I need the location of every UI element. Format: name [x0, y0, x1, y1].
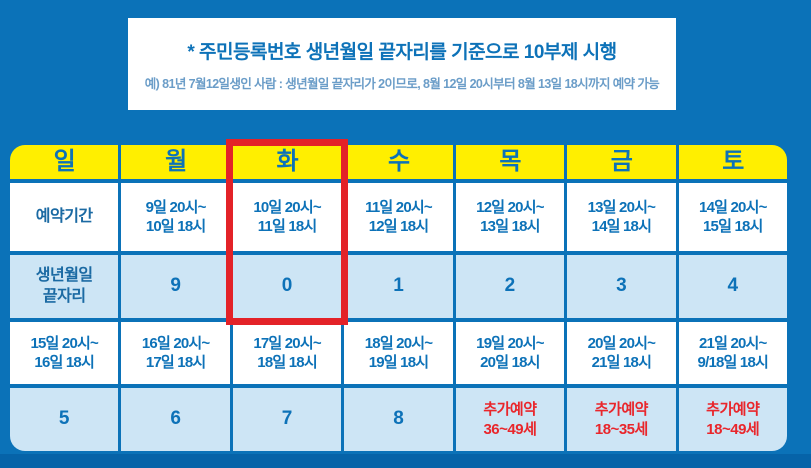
- row-label-birth-digit: 생년월일 끝자리: [10, 255, 119, 318]
- extra-reservation-cell: 추가예약 36~49세: [455, 388, 565, 451]
- period-cell: 17일 20시~ 18일 18시: [232, 322, 342, 384]
- row-label-reservation-period: 예약기간: [10, 183, 119, 251]
- period-cell: 18일 20시~ 19일 18시: [344, 322, 453, 384]
- period-cell: 13일 20시~ 14일 18시: [567, 183, 676, 251]
- digit-cell: 6: [121, 388, 230, 451]
- day-header-cell-sat: 토: [678, 145, 787, 179]
- digit-cell: 9: [121, 255, 230, 318]
- period-cell: 20일 20시~ 21일 18시: [567, 322, 676, 384]
- period-cell: 12일 20시~ 13일 18시: [455, 183, 565, 251]
- digit-cell: 7: [232, 388, 342, 451]
- period-cell: 10일 20시~ 11일 18시: [232, 183, 342, 251]
- notice-title: * 주민등록번호 생년월일 끝자리를 기준으로 10부제 시행: [187, 41, 617, 63]
- digit-cell: 0: [232, 255, 342, 318]
- notice-example: 예) 81년 7월12일생인 사람 : 생년월일 끝자리가 2이므로, 8월 1…: [144, 76, 660, 91]
- period-cell: 21일 20시~ 9/18일 18시: [678, 322, 787, 384]
- period-cell: 16일 20시~ 17일 18시: [121, 322, 230, 384]
- schedule-table: 일 월 화 수 목 금 토 예약기간 9일 20시~ 10일 18시 10일 2…: [10, 145, 787, 451]
- notice-box: * 주민등록번호 생년월일 끝자리를 기준으로 10부제 시행 예) 81년 7…: [128, 18, 676, 110]
- period-cell: 11일 20시~ 12일 18시: [344, 183, 453, 251]
- period-cell: 9일 20시~ 10일 18시: [121, 183, 230, 251]
- extra-reservation-cell: 추가예약 18~35세: [567, 388, 676, 451]
- digit-cell: 3: [567, 255, 676, 318]
- period-cell: 19일 20시~ 20일 18시: [455, 322, 565, 384]
- day-header-cell-wed: 수: [344, 145, 453, 179]
- extra-reservation-cell: 추가예약 18~49세: [678, 388, 787, 451]
- bottom-strip: [0, 454, 811, 468]
- digit-cell: 8: [344, 388, 453, 451]
- day-header-cell-tue: 화: [232, 145, 342, 179]
- day-header-cell-sun: 일: [10, 145, 119, 179]
- day-header-cell-thu: 목: [455, 145, 565, 179]
- period-cell: 15일 20시~ 16일 18시: [10, 322, 119, 384]
- day-header-cell-fri: 금: [567, 145, 676, 179]
- digit-cell: 5: [10, 388, 119, 451]
- period-cell: 14일 20시~ 15일 18시: [678, 183, 787, 251]
- digit-cell: 4: [678, 255, 787, 318]
- digit-cell: 1: [344, 255, 453, 318]
- digit-cell: 2: [455, 255, 565, 318]
- day-header-cell-mon: 월: [121, 145, 230, 179]
